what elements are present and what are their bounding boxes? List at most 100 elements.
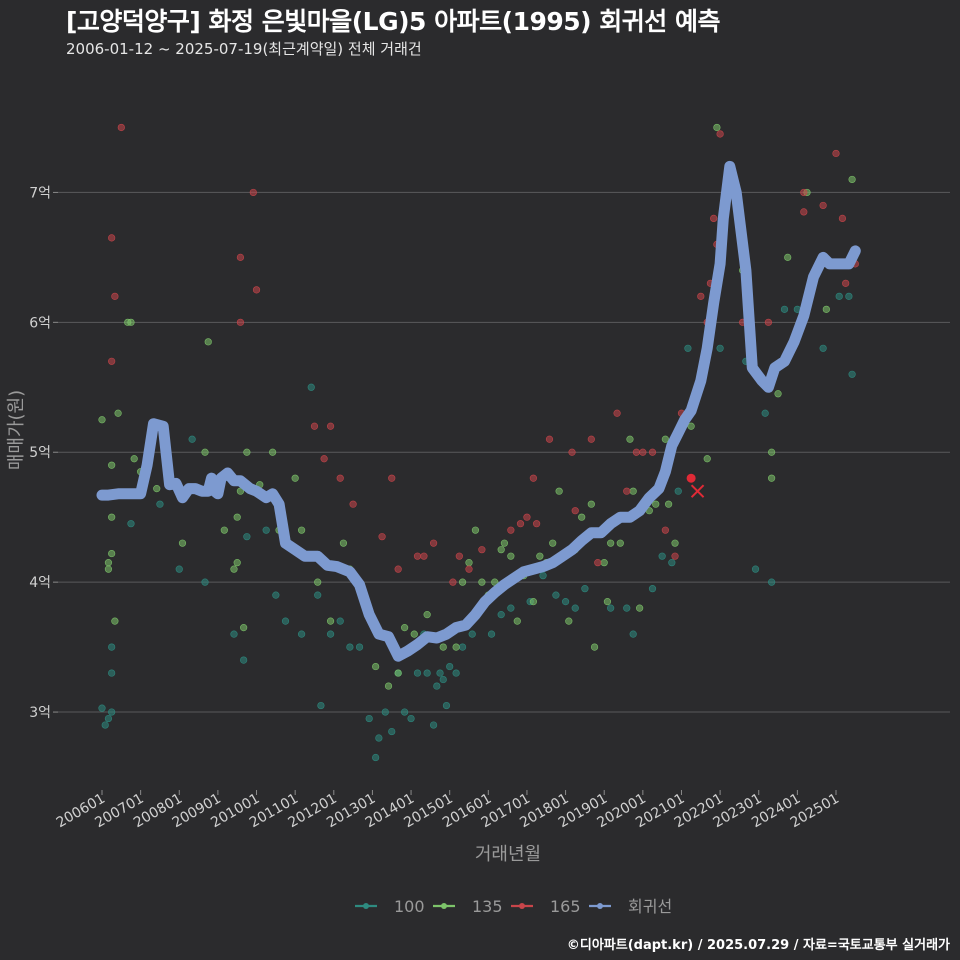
y-tick-label: 4억 [29, 575, 51, 591]
x-axis-title: 거래년월 [475, 844, 541, 865]
data-point-135 [291, 474, 299, 482]
data-point-135 [111, 617, 119, 625]
regression-line-group [96, 160, 861, 662]
legend-key-dot [363, 903, 369, 909]
data-credit: ©디아파트(dapt.kr) / 2025.07.29 / 자료=국토교통부 실… [566, 938, 950, 953]
predicted-cross-marker [690, 484, 705, 498]
data-point-100 [433, 682, 441, 690]
data-point-100 [716, 344, 724, 352]
data-point-100 [381, 708, 389, 716]
data-point-135 [130, 455, 138, 463]
data-point-100 [156, 500, 164, 508]
data-point-100 [272, 591, 280, 599]
data-point-165 [429, 539, 438, 547]
data-point-165 [111, 292, 119, 300]
data-point-100 [240, 656, 248, 664]
data-point-100 [413, 669, 422, 677]
legend-key-dot [519, 903, 525, 909]
data-point-100 [674, 487, 682, 495]
data-point-135 [104, 565, 113, 573]
data-point-100 [372, 753, 380, 762]
y-axis-title: 매매가(원) [6, 390, 27, 470]
y-tick-label: 5억 [29, 445, 51, 461]
data-point-100 [848, 370, 856, 378]
data-point-100 [375, 734, 383, 742]
data-point-100 [629, 630, 637, 638]
data-point-165 [710, 214, 718, 223]
data-point-165 [639, 448, 647, 456]
data-point-165 [394, 565, 402, 573]
data-point-135 [471, 526, 480, 534]
data-point-100 [108, 669, 116, 677]
data-point-165 [842, 279, 850, 287]
data-point-135 [565, 617, 573, 625]
data-point-135 [104, 559, 113, 567]
data-point-135 [652, 500, 660, 508]
data-point-165 [623, 487, 631, 495]
data-point-135 [384, 682, 393, 690]
data-point-135 [297, 526, 306, 534]
data-point-100 [127, 520, 135, 528]
data-point-165 [632, 448, 641, 456]
data-point-135 [616, 539, 624, 547]
data-point-165 [545, 435, 554, 443]
data-point-165 [236, 253, 245, 261]
data-point-135 [629, 487, 637, 495]
data-point-135 [233, 559, 241, 567]
data-point-135 [410, 630, 418, 638]
data-point-135 [529, 598, 537, 606]
data-point-100 [648, 585, 657, 593]
data-point-165 [320, 455, 328, 463]
data-point-135 [687, 422, 695, 430]
data-point-100 [468, 630, 476, 638]
data-point-135 [339, 539, 348, 547]
data-point-165 [310, 422, 319, 430]
data-point-100 [668, 559, 676, 567]
data-point-100 [571, 604, 579, 612]
data-point-135 [108, 461, 116, 469]
data-point-135 [500, 539, 509, 547]
data-point-100 [429, 721, 438, 729]
data-point-100 [317, 701, 325, 710]
data-point-100 [104, 714, 113, 723]
data-point-100 [326, 630, 335, 638]
data-point-135 [240, 624, 248, 632]
data-point-135 [536, 552, 544, 560]
data-point-165 [587, 435, 595, 443]
data-point-100 [658, 552, 666, 560]
x-axis-ticks: 2006012007012008012009012010012011012012… [54, 790, 842, 831]
data-point-135 [326, 617, 335, 625]
data-point-100 [281, 617, 290, 625]
data-point-135 [774, 390, 782, 398]
data-point-165 [568, 448, 576, 456]
data-point-135 [108, 549, 116, 558]
data-point-135 [153, 485, 161, 493]
data-point-165 [832, 149, 840, 158]
data-point-100 [761, 409, 769, 417]
data-point-100 [552, 591, 560, 599]
data-point-165 [117, 123, 125, 132]
data-point-135 [458, 578, 467, 586]
data-point-100 [262, 526, 270, 534]
y-tick-label: 3억 [29, 705, 51, 721]
data-point-100 [442, 701, 451, 710]
data-point-165 [108, 357, 116, 365]
data-point-100 [539, 572, 547, 580]
data-point-165 [697, 292, 705, 300]
data-point-100 [101, 721, 109, 729]
data-point-100 [423, 669, 431, 677]
data-point-165 [507, 526, 515, 534]
data-point-100 [452, 669, 460, 677]
data-point-135 [423, 611, 431, 619]
data-point-100 [175, 565, 183, 573]
data-point-100 [439, 675, 447, 684]
data-point-100 [230, 630, 238, 638]
y-axis-ticks: 3억 4억 5억 6억 7억 [29, 185, 58, 721]
data-point-100 [346, 643, 354, 651]
data-point-135 [607, 539, 615, 547]
data-point-135 [220, 526, 228, 534]
data-point-165 [455, 552, 463, 560]
chart-subtitle: 2006-01-12 ~ 2025-07-19(최근계약일) 전체 거래건 [66, 40, 422, 58]
data-point-100 [98, 704, 106, 712]
data-point-135 [372, 662, 380, 671]
